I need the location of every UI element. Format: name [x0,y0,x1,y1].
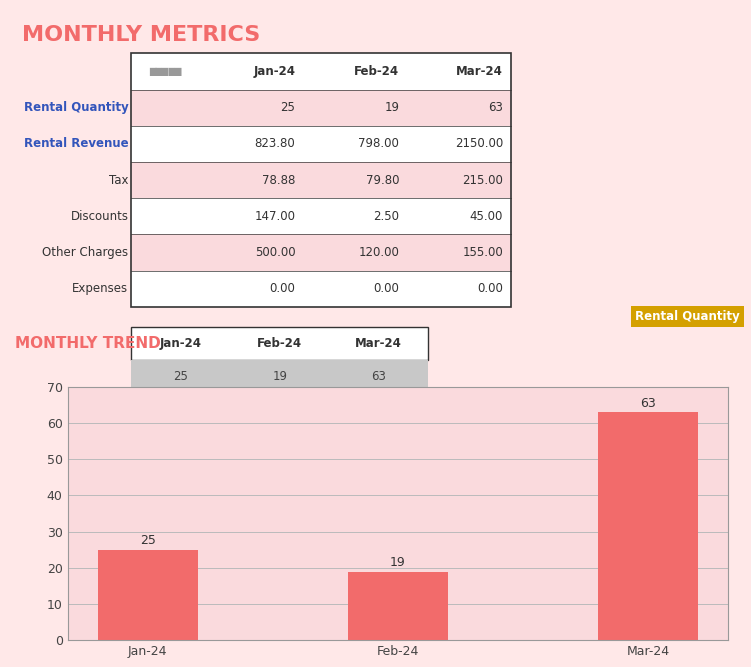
Text: 63: 63 [488,101,503,114]
Bar [131,271,511,307]
Text: 0.00: 0.00 [478,282,503,295]
Text: Feb-24: Feb-24 [354,65,400,78]
Bar [599,412,698,640]
Text: Other Charges: Other Charges [42,246,128,259]
Bar [131,198,511,234]
Text: Rental Quantity: Rental Quantity [635,310,740,323]
Bar [131,234,511,271]
Bar [131,53,511,89]
Text: 120.00: 120.00 [358,246,400,259]
Text: 798.00: 798.00 [358,137,400,150]
Text: MONTHLY TREND: MONTHLY TREND [15,336,161,351]
Bar [98,550,198,640]
Text: 78.88: 78.88 [262,173,295,187]
Bar [131,360,428,392]
Text: 215.00: 215.00 [463,173,503,187]
Text: 45.00: 45.00 [470,210,503,223]
Bar [131,327,428,360]
Text: Rental Revenue: Rental Revenue [24,137,128,150]
Text: 25: 25 [281,101,295,114]
Text: Mar-24: Mar-24 [457,65,503,78]
Text: 79.80: 79.80 [366,173,400,187]
Text: Feb-24: Feb-24 [257,337,303,350]
Text: 19: 19 [391,556,406,569]
Text: 0.00: 0.00 [373,282,400,295]
Text: Jan-24: Jan-24 [253,65,295,78]
Text: MONTHLY METRICS: MONTHLY METRICS [23,25,261,45]
Text: Tax: Tax [109,173,128,187]
Text: 19: 19 [385,101,400,114]
Text: 155.00: 155.00 [463,246,503,259]
Text: Jan-24: Jan-24 [160,337,202,350]
Bar [348,572,448,640]
Text: 25: 25 [173,370,189,383]
Text: 63: 63 [371,370,386,383]
Bar [131,162,511,198]
Text: Expenses: Expenses [72,282,128,295]
Text: 25: 25 [140,534,155,547]
Text: 0.00: 0.00 [270,282,295,295]
Text: █████: █████ [149,67,182,76]
Text: Discounts: Discounts [71,210,128,223]
Bar [131,126,511,162]
Text: 823.80: 823.80 [255,137,295,150]
Text: 147.00: 147.00 [255,210,295,223]
Text: 19: 19 [273,370,287,383]
Text: 500.00: 500.00 [255,246,295,259]
Text: 63: 63 [641,397,656,410]
Bar [131,53,511,307]
Text: Mar-24: Mar-24 [355,337,402,350]
Text: 2150.00: 2150.00 [455,137,503,150]
Text: Rental Quantity: Rental Quantity [24,101,128,114]
Text: 2.50: 2.50 [373,210,400,223]
Bar [131,89,511,126]
